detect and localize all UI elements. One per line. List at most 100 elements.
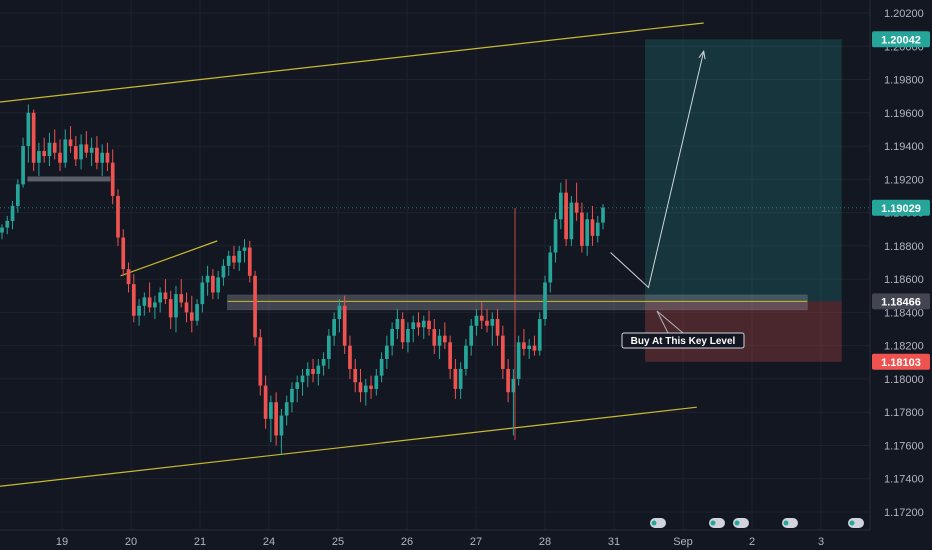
candle-body xyxy=(158,292,163,303)
candle-body xyxy=(47,142,52,157)
candle-body xyxy=(142,297,147,306)
candle-body xyxy=(168,299,173,318)
candle-body xyxy=(442,335,447,343)
candle-body xyxy=(474,315,479,326)
candle-body xyxy=(485,320,489,326)
y-tick-label: 1.19800 xyxy=(884,75,924,87)
annotation-text: Buy At This Key Level xyxy=(631,336,736,347)
candle-body xyxy=(105,152,110,163)
candle-body xyxy=(110,162,115,196)
x-tick-label: 3 xyxy=(818,536,824,548)
candle-body xyxy=(400,319,405,343)
key-level-zone xyxy=(227,294,808,311)
x-tick-label: 28 xyxy=(539,536,551,548)
candle-body xyxy=(495,319,500,336)
candle-body xyxy=(52,142,57,153)
y-tick-label: 1.19400 xyxy=(884,141,924,153)
candle-body xyxy=(342,305,347,346)
candle-body xyxy=(490,319,495,326)
candle-body xyxy=(385,345,389,359)
candle-body xyxy=(116,195,120,238)
candle-body xyxy=(37,151,41,163)
candle-body xyxy=(363,385,368,393)
candle-body xyxy=(569,202,574,240)
candle-body xyxy=(516,342,521,379)
candle-body xyxy=(327,335,331,359)
candle-body xyxy=(211,275,215,293)
event-flag-dot xyxy=(734,520,740,526)
candle-body xyxy=(522,342,526,349)
candle-body xyxy=(279,415,284,436)
candle-body xyxy=(189,312,194,321)
candle-body xyxy=(532,345,537,351)
x-tick-label: 31 xyxy=(608,536,620,548)
candle-body xyxy=(316,365,321,374)
candle-body xyxy=(379,358,384,376)
projection-arrowhead xyxy=(698,50,706,60)
candle-body xyxy=(226,255,231,266)
candle-body xyxy=(305,368,310,376)
candle-body xyxy=(237,250,242,263)
price-axis[interactable]: 1.202001.200001.198001.196001.194001.192… xyxy=(869,0,930,530)
candle-body xyxy=(216,277,220,293)
candle-body xyxy=(153,302,157,308)
y-tick-label: 1.18600 xyxy=(884,274,924,286)
candle-body xyxy=(580,212,584,246)
candle-body xyxy=(247,247,252,276)
candle-body xyxy=(369,385,373,389)
profit-zone xyxy=(645,39,842,302)
drawn-lines xyxy=(0,22,808,487)
trend-line-small xyxy=(120,240,218,277)
price-badge xyxy=(872,31,930,48)
event-flag-dot xyxy=(783,520,789,526)
candle-body xyxy=(31,112,36,163)
x-tick-label: 20 xyxy=(125,536,137,548)
candle-body xyxy=(147,297,152,308)
x-tick-label: 2 xyxy=(749,536,755,548)
candle-body xyxy=(253,275,257,338)
candle-body xyxy=(58,152,62,163)
candle-body xyxy=(564,192,568,240)
candle-body xyxy=(163,292,168,300)
price-badge-label: 1.18466 xyxy=(881,296,921,308)
candle-body xyxy=(137,305,141,316)
x-tick-label: 26 xyxy=(401,536,413,548)
candle-body xyxy=(574,202,579,213)
candle-body xyxy=(432,329,437,346)
x-tick-label: 19 xyxy=(56,536,68,548)
candle-body xyxy=(126,269,131,285)
stop-zone xyxy=(645,301,842,362)
candle-body xyxy=(311,368,315,374)
y-tick-label: 1.19600 xyxy=(884,108,924,120)
candle-body xyxy=(469,325,474,346)
candle-body xyxy=(300,375,305,383)
y-tick-label: 1.17600 xyxy=(884,440,924,452)
x-tick-label: 21 xyxy=(194,536,206,548)
price-badge xyxy=(872,353,930,370)
event-flag-dot xyxy=(651,520,657,526)
candle-body xyxy=(131,284,136,316)
event-flag-dot xyxy=(849,520,855,526)
candle-body xyxy=(79,144,83,160)
candle-body xyxy=(21,146,25,185)
candle-body xyxy=(595,222,600,236)
y-tick-label: 1.18000 xyxy=(884,374,924,386)
candle-body xyxy=(5,220,10,228)
candle-body xyxy=(601,207,605,223)
candle-body xyxy=(174,294,178,318)
y-tick-label: 1.17800 xyxy=(884,407,924,419)
time-axis[interactable]: 19 20 21 24 25 26 27 28 31 Sep 2 3 xyxy=(0,529,870,548)
candle-body xyxy=(205,275,210,283)
candle-body xyxy=(411,322,416,330)
candle-body xyxy=(337,305,342,320)
candle-body xyxy=(558,192,563,220)
candle-body xyxy=(358,382,363,393)
candle-body xyxy=(121,237,126,270)
x-tick-label: 24 xyxy=(263,536,275,548)
candle-body xyxy=(479,315,484,321)
price-badge xyxy=(872,199,930,216)
candle-body xyxy=(200,282,205,305)
overlay: Buy At This Key Level xyxy=(610,50,745,349)
